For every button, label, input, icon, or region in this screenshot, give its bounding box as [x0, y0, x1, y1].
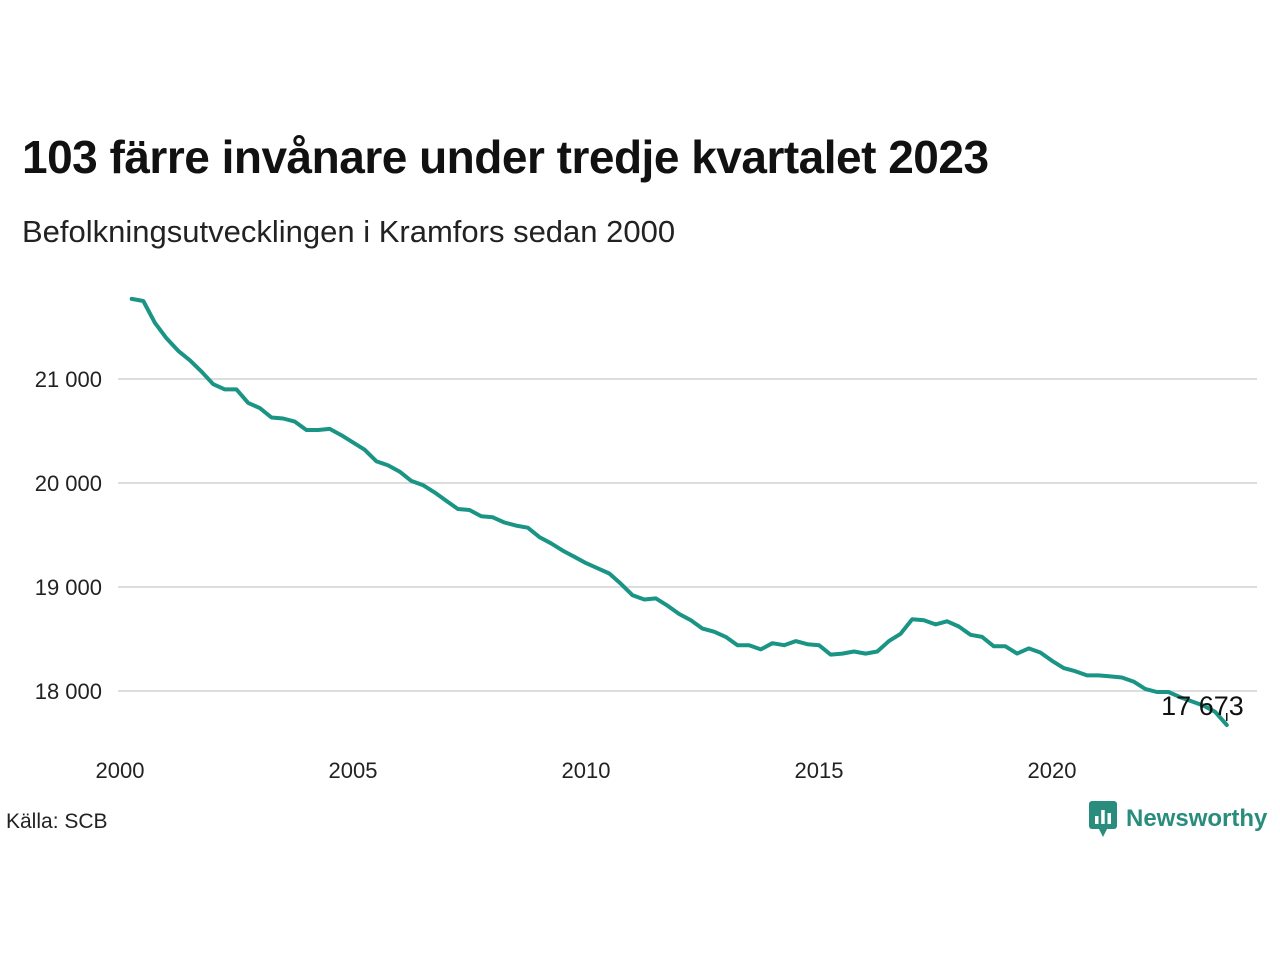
newsworthy-icon	[1089, 801, 1117, 837]
y-tick-label: 21 000	[35, 367, 102, 392]
newsworthy-wordmark: Newsworthy	[1126, 805, 1268, 832]
x-tick-label: 2005	[329, 758, 378, 783]
y-tick-label: 19 000	[35, 575, 102, 600]
y-tick-label: 18 000	[35, 679, 102, 704]
x-tick-label: 2020	[1028, 758, 1077, 783]
x-axis-ticks: 2000 2005 2010 2015 2020	[96, 758, 1077, 783]
gridlines	[118, 378, 1257, 692]
y-tick-label: 20 000	[35, 471, 102, 496]
series-line	[129, 296, 1229, 727]
end-value-label: 17 673	[1161, 691, 1244, 721]
chart-subtitle: Befolkningsutvecklingen i Kramfors sedan…	[22, 214, 676, 249]
newsworthy-logo[interactable]: Newsworthy	[1088, 800, 1267, 838]
y-axis-ticks: 18 000 19 000 20 000 21 000	[35, 367, 102, 704]
x-tick-label: 2015	[795, 758, 844, 783]
x-tick-label: 2000	[96, 758, 145, 783]
source-note: Källa: SCB	[6, 810, 108, 833]
chart-title: 103 färre invånare under tredje kvartale…	[22, 131, 989, 183]
x-tick-label: 2010	[562, 758, 611, 783]
